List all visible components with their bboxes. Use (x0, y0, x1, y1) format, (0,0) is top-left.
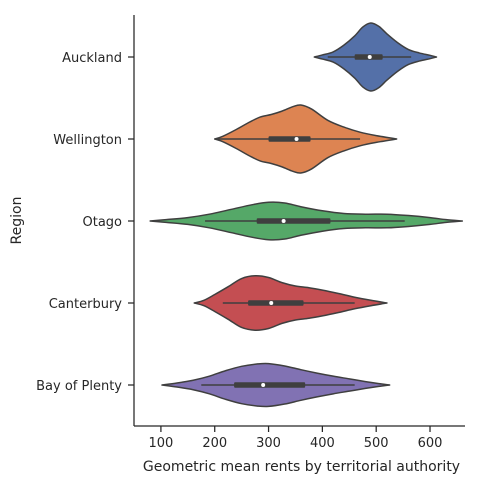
y-tick-label-canterbury: Canterbury (49, 297, 123, 312)
violin-median-auckland (367, 55, 372, 59)
violin-wellington (213, 104, 398, 174)
violin-iqr-box-canterbury (248, 300, 304, 306)
violin-iqr-box-otago (256, 218, 331, 224)
x-tick-label: 600 (418, 436, 443, 451)
violin-median-canterbury (269, 301, 274, 305)
x-axis-label: Geometric mean rents by territorial auth… (143, 459, 460, 475)
x-tick-label: 100 (148, 436, 173, 451)
violin-auckland (313, 22, 438, 92)
x-ticks-layer: 100 200 300 400 500 600 (148, 426, 442, 451)
y-tick-label-bay-of-plenty: Bay of Plenty (36, 379, 122, 394)
violin-median-bay-of-plenty (261, 383, 266, 387)
violin-median-wellington (294, 137, 299, 141)
violin-iqr-box-wellington (268, 136, 311, 142)
violin-otago (149, 201, 464, 241)
y-tick-label-otago: Otago (82, 215, 122, 230)
y-tick-label-wellington: Wellington (53, 133, 122, 148)
violin-bay-of-plenty (161, 362, 391, 408)
x-tick-label: 400 (310, 436, 335, 451)
violins-layer (149, 22, 464, 408)
violin-iqr-box-bay-of-plenty (234, 382, 306, 388)
x-tick-label: 300 (256, 436, 281, 451)
violin-median-otago (281, 219, 286, 223)
y-axis-label: Region (9, 197, 25, 245)
x-tick-label: 500 (364, 436, 389, 451)
y-ticks-layer: Auckland Wellington Otago Canterbury Bay of … (36, 51, 134, 394)
violin-canterbury (193, 275, 388, 331)
y-tick-label-auckland: Auckland (62, 51, 122, 66)
x-tick-label: 200 (202, 436, 227, 451)
